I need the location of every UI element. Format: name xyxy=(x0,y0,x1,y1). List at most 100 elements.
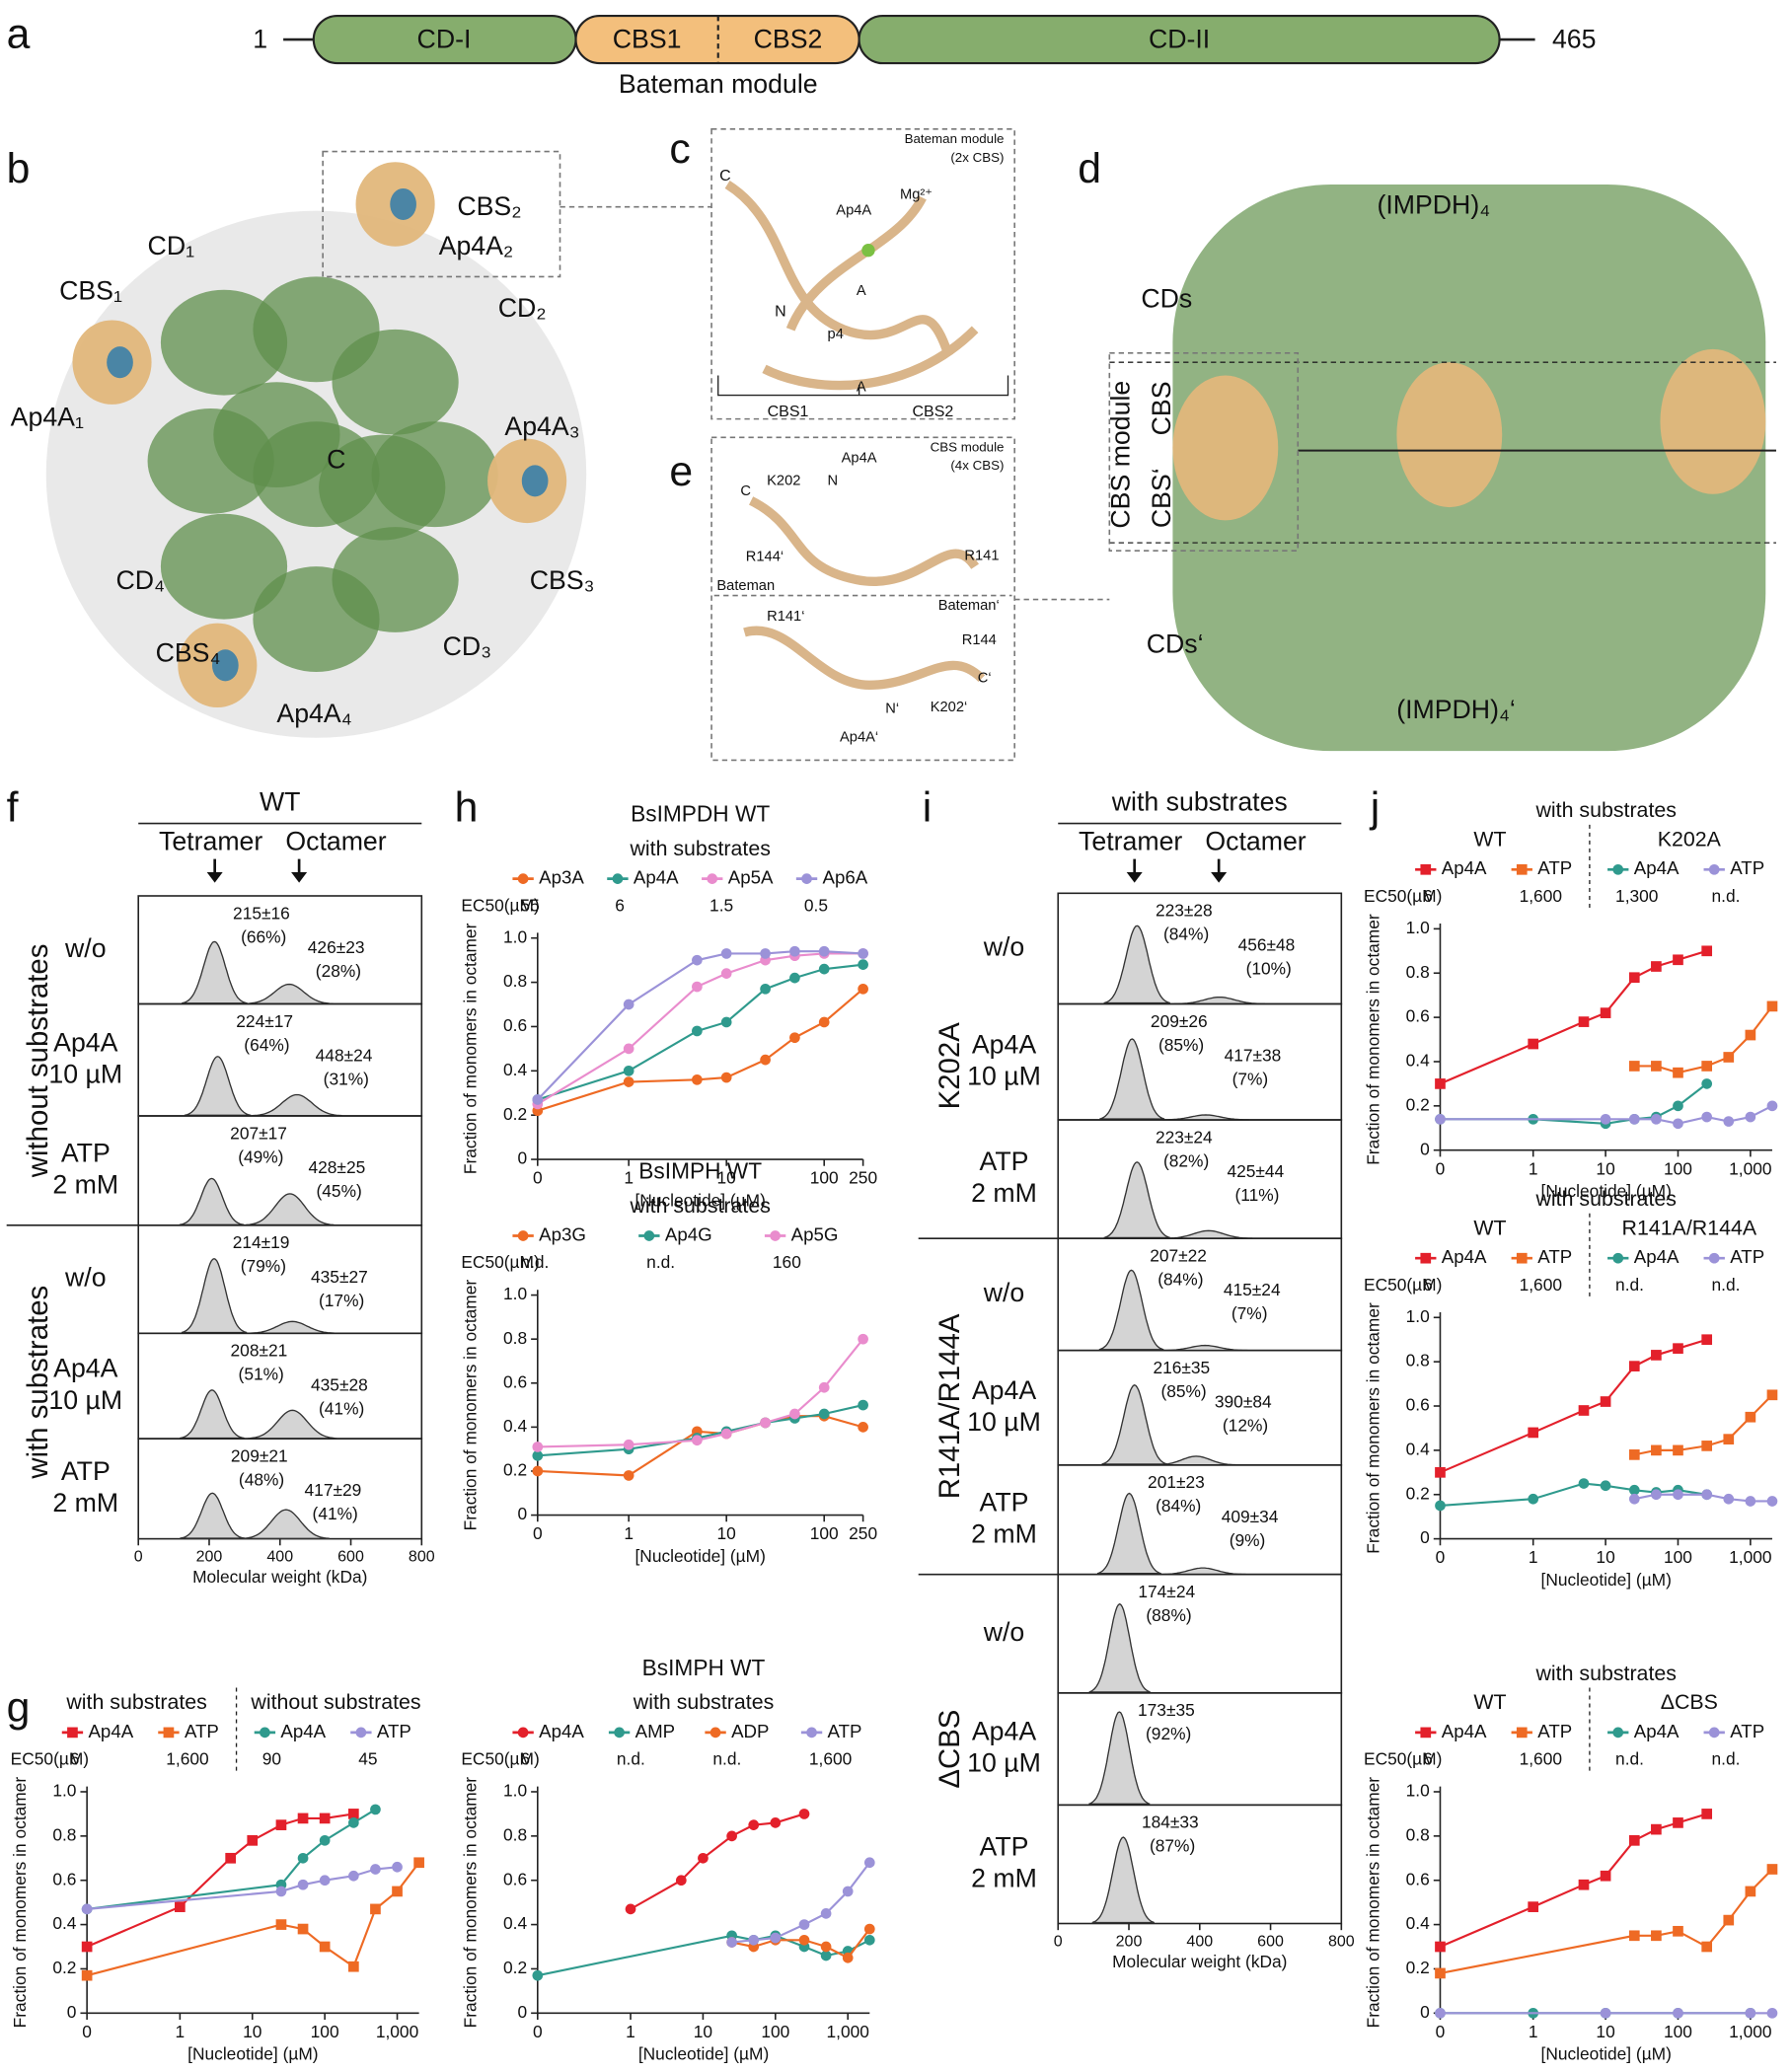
label: CBS xyxy=(1147,382,1176,436)
label: 10 µM xyxy=(48,1385,122,1415)
label: 10 µM xyxy=(967,1407,1041,1437)
data-point xyxy=(1766,1389,1778,1401)
label: 0.6 xyxy=(503,1015,527,1035)
data-point xyxy=(863,1923,875,1935)
label: with substrates xyxy=(629,837,770,860)
label: EC50(µM) xyxy=(461,1749,539,1769)
data-point xyxy=(720,948,732,959)
data-point xyxy=(1435,2007,1446,2019)
legend-marker xyxy=(1708,1727,1720,1739)
label: EC50(µM) xyxy=(461,895,539,915)
label: Ap4A xyxy=(1634,1246,1680,1267)
label: AMP xyxy=(635,1721,676,1741)
label: 10 xyxy=(1596,1547,1614,1567)
label: Ap4A₂ xyxy=(439,231,514,260)
label: Bateman module xyxy=(905,131,1005,146)
label: Ap4A xyxy=(842,451,877,467)
data-point xyxy=(1628,1449,1640,1460)
label: Ap4A xyxy=(88,1721,133,1741)
label: 216±35 xyxy=(1153,1358,1210,1377)
series-line xyxy=(537,1934,870,1977)
data-point xyxy=(1766,1000,1778,1012)
data-point xyxy=(1673,2007,1683,2019)
data-point xyxy=(1766,2007,1778,2019)
series-line xyxy=(630,1813,805,1910)
data-point xyxy=(392,1861,403,1873)
label: n.d. xyxy=(520,1252,549,1272)
label: CD-I xyxy=(417,24,472,53)
label: 6 xyxy=(520,1749,530,1769)
label: 0 xyxy=(1420,1139,1430,1158)
label: w/o xyxy=(983,1278,1025,1307)
data-point xyxy=(818,1408,830,1420)
label: with substrates xyxy=(1534,1187,1676,1211)
data-point xyxy=(770,1817,782,1828)
data-point xyxy=(1651,961,1662,972)
legend-marker xyxy=(1420,1252,1432,1264)
label: 428±25 xyxy=(308,1157,365,1177)
data-point xyxy=(1651,1061,1662,1072)
label: 0.4 xyxy=(1406,1913,1430,1933)
structure xyxy=(390,187,416,220)
label: 160 xyxy=(773,1252,801,1272)
data-point xyxy=(858,959,868,970)
series-line xyxy=(86,1813,354,1948)
data-point xyxy=(1628,1484,1640,1496)
label: 0 xyxy=(517,1148,527,1168)
label: Bateman xyxy=(716,578,775,594)
label: without substrates xyxy=(22,944,54,1179)
label: (7%) xyxy=(1232,1303,1268,1323)
data-point xyxy=(1723,1914,1735,1926)
label: ATP xyxy=(980,1831,1029,1861)
label: Ap4A xyxy=(972,1717,1036,1746)
label: 215±16 xyxy=(233,903,290,923)
label: p4 xyxy=(828,327,844,342)
data-point xyxy=(820,1941,832,1953)
label: 1 xyxy=(176,2022,186,2041)
label: 0 xyxy=(517,2002,527,2022)
row-box xyxy=(1057,1804,1343,1925)
label: ATP xyxy=(980,1487,1029,1517)
data-point xyxy=(1701,1334,1713,1346)
label: 600 xyxy=(1257,1932,1284,1950)
label: 0.8 xyxy=(503,1328,527,1348)
label: 0.6 xyxy=(1406,1869,1430,1888)
data-point xyxy=(863,1934,875,1946)
label: 100 xyxy=(1664,2022,1692,2041)
label: Ap4A xyxy=(1442,1721,1487,1741)
label: 1,600 xyxy=(809,1749,852,1769)
data-point xyxy=(1673,954,1683,966)
data-point xyxy=(760,1054,771,1066)
label: 209±21 xyxy=(231,1445,288,1465)
label: d xyxy=(1078,145,1101,192)
label: 2 mM xyxy=(52,1169,118,1199)
data-point xyxy=(820,1908,832,1919)
data-point xyxy=(698,1852,709,1864)
label: 0.8 xyxy=(503,971,527,991)
data-point xyxy=(1435,1941,1446,1953)
domain xyxy=(858,14,1501,65)
label: n.d. xyxy=(617,1749,645,1769)
data-point xyxy=(225,1852,236,1864)
label: 0.6 xyxy=(52,1869,76,1888)
data-point xyxy=(1528,1038,1539,1050)
data-point xyxy=(1578,1405,1590,1416)
label: CBS₂ xyxy=(457,191,521,221)
data-point xyxy=(818,945,830,957)
label: 223±28 xyxy=(1156,901,1213,921)
label: 100 xyxy=(810,1523,839,1543)
label: 0 xyxy=(1420,1527,1430,1547)
data-point xyxy=(1628,1361,1640,1371)
data-point xyxy=(858,983,868,995)
data-point xyxy=(858,1422,868,1433)
label: 10 xyxy=(717,1523,736,1543)
label: (84%) xyxy=(1156,1496,1201,1516)
label: with substrates xyxy=(1534,798,1676,822)
label: (IMPDH)₄‘ xyxy=(1396,695,1516,724)
data-point xyxy=(726,1830,737,1842)
label: b xyxy=(7,145,31,192)
label: WT xyxy=(1473,828,1506,851)
legend-marker xyxy=(612,873,624,884)
data-point xyxy=(1766,1496,1778,1507)
label: R141 xyxy=(964,548,999,563)
